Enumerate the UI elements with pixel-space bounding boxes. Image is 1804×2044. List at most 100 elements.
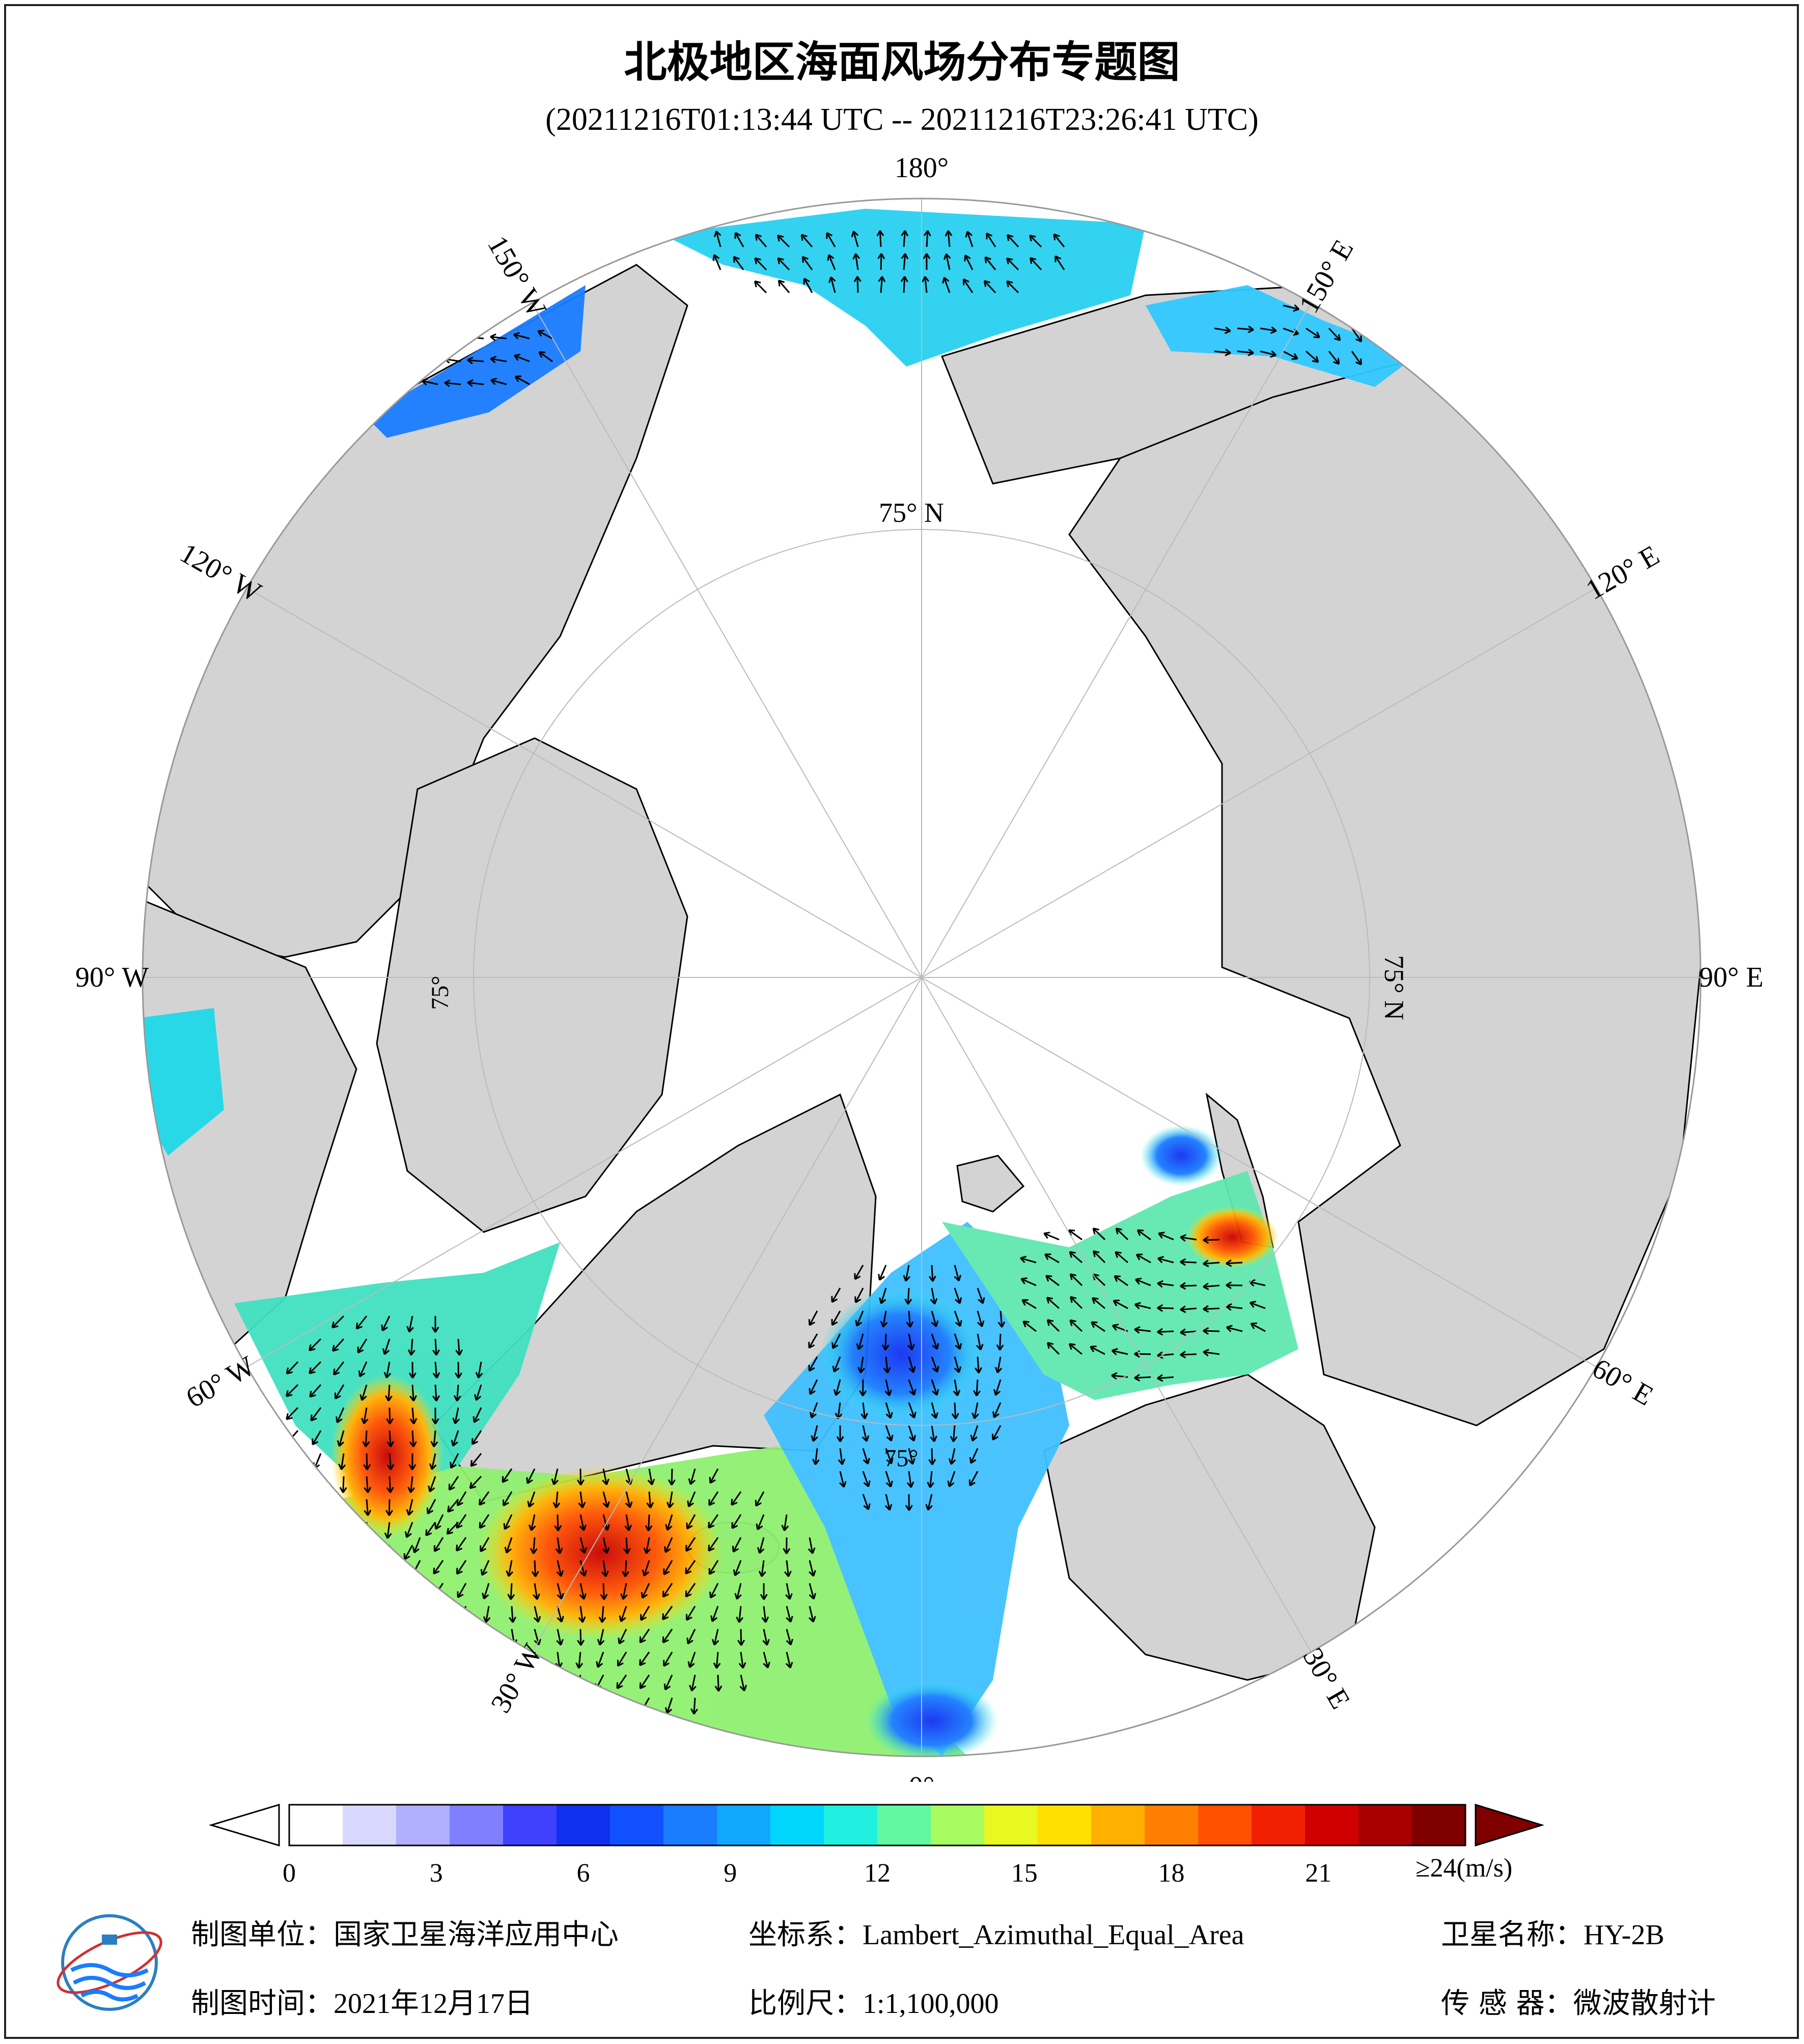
wind-arrow <box>760 1583 768 1600</box>
wind-arrow <box>431 1315 439 1333</box>
wind-arrow <box>854 1265 864 1280</box>
wind-arrow <box>422 354 438 362</box>
wind-arrow <box>432 1361 440 1379</box>
wind-arrow <box>429 1453 437 1470</box>
wind-arrow <box>808 1537 816 1554</box>
wind-arrow <box>954 1287 962 1304</box>
wind-arrow <box>931 1310 939 1327</box>
wind-arrow <box>809 1583 817 1600</box>
wind-arrow <box>859 1379 867 1396</box>
wind-hotspot-greenland-tip <box>331 1375 443 1537</box>
colorbar-tick-label: 0 <box>283 1859 296 1888</box>
wind-arrow <box>713 231 721 247</box>
wind-arrow <box>433 1606 444 1621</box>
wind-arrow <box>900 276 908 293</box>
wind-arrow <box>986 232 996 247</box>
wind-arrow <box>662 1629 673 1643</box>
wind-arrow <box>991 1425 1002 1441</box>
wind-arrow <box>602 1491 610 1508</box>
wind-arrow <box>885 1471 893 1488</box>
meridian-line <box>532 977 922 1653</box>
wind-arrow <box>475 1361 483 1379</box>
wind-arrow <box>362 1430 370 1447</box>
wind-arrow <box>490 355 507 363</box>
land-layer <box>143 264 1701 1681</box>
wind-arrow <box>878 1265 887 1281</box>
colorbar-segment <box>824 1805 878 1845</box>
wind-arrow <box>444 332 461 340</box>
wind-arrow <box>984 256 996 270</box>
wind-arrow <box>1260 326 1277 334</box>
meridian-line <box>921 977 1312 1653</box>
wind-arrow <box>616 1674 627 1689</box>
wind-arrow <box>1006 257 1019 271</box>
wind-arrow <box>383 1545 391 1562</box>
wind-arrow <box>552 1697 560 1715</box>
wind-arrow <box>884 1379 892 1396</box>
wind-arrow <box>713 1651 721 1669</box>
wind-arrow <box>687 1491 696 1507</box>
wind-arrow <box>601 1560 609 1577</box>
wind-arrow <box>954 1310 962 1327</box>
wind-arrow <box>285 1384 299 1397</box>
colorbar-segment <box>343 1805 397 1845</box>
wind-arrow <box>579 1537 587 1554</box>
wind-arrow <box>885 1448 894 1465</box>
wind-arrow <box>755 234 767 247</box>
wind-arrow <box>786 1606 793 1623</box>
longitude-label: 120° E <box>1581 540 1665 606</box>
wind-arrow <box>357 1338 368 1354</box>
footer-crs-value: Lambert_Azimuthal_Equal_Area <box>863 1919 1244 1951</box>
wind-arrow <box>809 1379 818 1395</box>
wind-arrow <box>785 1583 793 1600</box>
wind-arrow <box>754 257 767 271</box>
wind-arrow <box>947 1471 956 1488</box>
wind-arrow <box>1043 1231 1060 1241</box>
wind-arrow <box>687 1651 696 1668</box>
lat-label-top: 75° N <box>879 497 944 528</box>
wind-arrow <box>778 279 790 293</box>
arctic-wind-map: 180° 150° E 120° E 90° E 60° E 30° E 0° 30° W 60… <box>75 152 1763 1782</box>
wind-arrow <box>382 1338 391 1355</box>
footer-satellite-value: HY-2B <box>1584 1919 1664 1951</box>
wind-arrow <box>685 1537 696 1552</box>
wind-arrow <box>509 1606 517 1623</box>
wind-arrow <box>1157 1328 1174 1336</box>
colorbar-outline <box>288 1804 1466 1846</box>
wind-arrow <box>905 1494 913 1511</box>
wind-arrow <box>908 1402 917 1419</box>
wind-arrow <box>962 278 974 293</box>
wind-arrow <box>425 1522 436 1536</box>
wind-arrow <box>403 1545 413 1560</box>
meridian-lines <box>143 199 1701 1756</box>
wind-arrow <box>862 1471 871 1488</box>
lat-label-bottom: 75° <box>884 1445 918 1472</box>
wind-arrow <box>977 1287 985 1304</box>
wind-arrow <box>977 1310 985 1327</box>
wind-arrow <box>456 1560 467 1575</box>
wind-arrow <box>577 1629 585 1646</box>
colorbar-unit-label: ≥24(m/s) <box>1416 1854 1513 1883</box>
footer-crs: 坐标系：Lambert_Azimuthal_Equal_Area <box>748 1912 1244 1953</box>
wind-arrow <box>622 1560 630 1577</box>
wind-arrow <box>412 1537 421 1554</box>
wind-arrow <box>336 1407 345 1423</box>
wind-arrow <box>711 1629 719 1646</box>
wind-arrow <box>992 1402 1002 1418</box>
colorbar-segment <box>931 1805 985 1845</box>
wind-arrow <box>1180 1234 1197 1242</box>
wind-arrow <box>786 1629 794 1645</box>
wind-arrow <box>431 1407 439 1424</box>
meridian-line <box>532 302 922 978</box>
wind-arrow <box>831 1333 841 1349</box>
wind-arrow <box>1135 1277 1151 1286</box>
wind-arrow <box>576 1468 585 1486</box>
wind-arrow <box>1226 1303 1243 1311</box>
graticule <box>143 199 1701 1756</box>
colorbar-segment <box>770 1805 824 1845</box>
wind-arrow <box>490 333 507 341</box>
wind-arrow <box>341 1522 349 1539</box>
wind-arrow <box>554 1514 562 1531</box>
wind-arrow <box>617 1651 627 1667</box>
wind-arrow <box>975 1356 983 1374</box>
